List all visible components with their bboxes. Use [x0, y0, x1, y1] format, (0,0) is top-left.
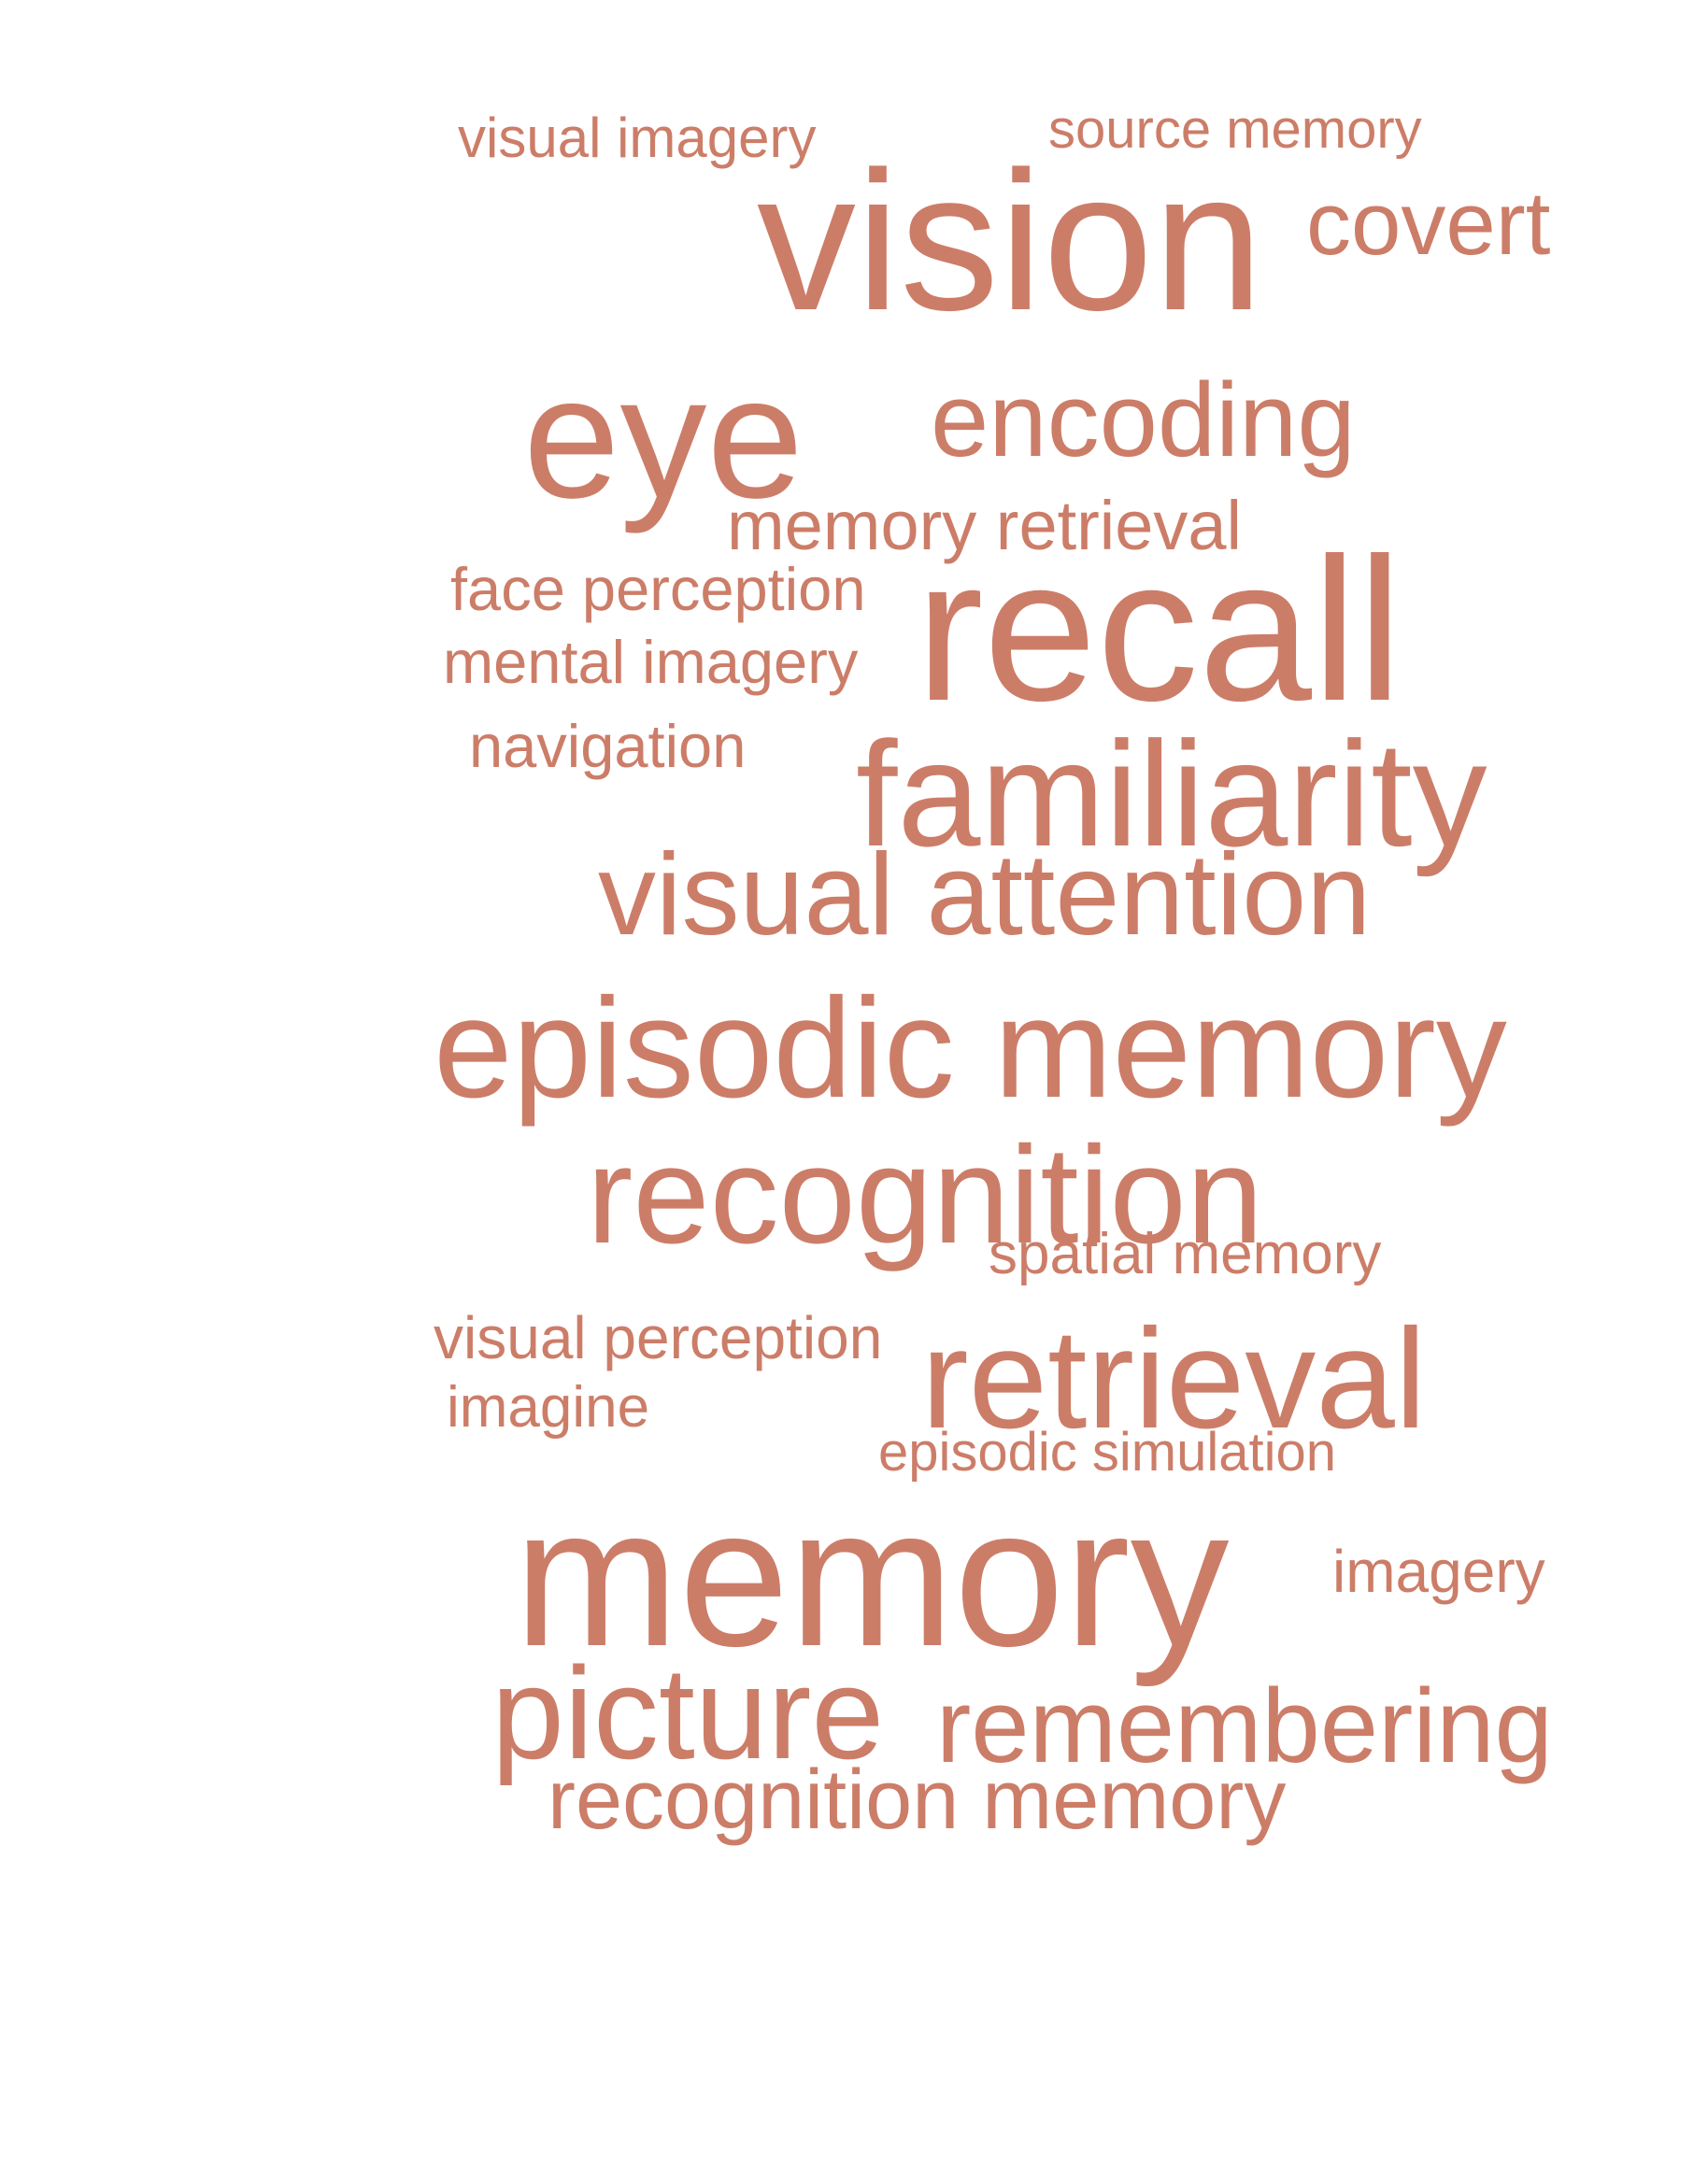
word-recognition: recognition	[587, 1118, 1264, 1272]
word-recall: recall	[916, 517, 1402, 744]
word-familiarity: familiarity	[856, 710, 1487, 877]
word-picture: picture	[491, 1640, 885, 1786]
word-visual-attention: visual attention	[598, 831, 1372, 959]
word-memory: memory	[514, 1466, 1230, 1687]
word-imagery: imagery	[1332, 1538, 1545, 1605]
word-episodic-memory: episodic memory	[434, 969, 1507, 1128]
word-encoding: encoding	[931, 362, 1356, 478]
word-face-perception: face perception	[450, 555, 866, 623]
word-memory-retrieval: memory retrieval	[727, 487, 1242, 564]
word-visual-perception: visual perception	[434, 1304, 883, 1371]
word-retrieval: retrieval	[921, 1299, 1427, 1458]
word-vision: vision	[757, 130, 1264, 351]
word-episodic-simulation: episodic simulation	[878, 1422, 1337, 1483]
word-source-memory: source memory	[1048, 99, 1422, 160]
word-imagine: imagine	[447, 1375, 650, 1440]
word-remembering: remembering	[936, 1668, 1553, 1784]
word-covert: covert	[1306, 174, 1551, 274]
word-navigation: navigation	[469, 712, 747, 780]
word-spatial-memory: spatial memory	[989, 1222, 1382, 1286]
word-recognition-memory: recognition memory	[548, 1753, 1287, 1847]
word-eye: eye	[523, 341, 804, 534]
word-mental-imagery: mental imagery	[443, 628, 859, 696]
word-visual-imagery: visual imagery	[458, 106, 817, 169]
